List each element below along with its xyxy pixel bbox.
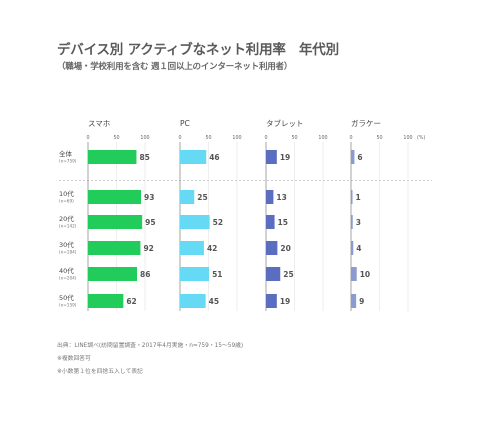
- data-label: 62: [126, 297, 136, 306]
- category-label: 40代: [59, 266, 74, 275]
- data-label: 46: [209, 153, 219, 162]
- data-label: 25: [283, 270, 293, 279]
- bar: [266, 150, 277, 164]
- category-label: 50代: [59, 293, 74, 302]
- source-note: 出典：LINE調べ(訪問留置調査・2017年4月実施・n=759・15〜59歳): [57, 343, 244, 349]
- tick-label: 50: [205, 135, 211, 141]
- bar: [180, 190, 195, 204]
- data-label: 19: [280, 153, 290, 162]
- tick-label: 0: [264, 135, 267, 141]
- data-label: 93: [144, 193, 154, 202]
- unit-label: (%): [417, 135, 425, 141]
- rounding-note: ※小数第１位を四捨五入して表記: [57, 369, 143, 375]
- chart-title: デバイス別 アクティブなネット利用率 年代別: [57, 42, 339, 58]
- data-label: 25: [197, 193, 207, 202]
- data-label: 9: [359, 297, 364, 306]
- data-label: 13: [276, 193, 286, 202]
- bar: [266, 241, 278, 255]
- tick-label: 0: [178, 135, 181, 141]
- category-n-label: (n=69): [59, 199, 74, 204]
- bar: [88, 294, 124, 308]
- bar: [180, 294, 206, 308]
- data-label: 6: [357, 153, 362, 162]
- tick-label: 100: [232, 135, 241, 141]
- series-label: スマホ: [88, 119, 110, 128]
- series-label: ガラケー: [351, 118, 381, 128]
- bar: [351, 267, 357, 281]
- bar: [88, 215, 143, 229]
- data-label: 19: [280, 297, 290, 306]
- series-label: PC: [180, 119, 190, 128]
- tick-label: 50: [376, 135, 382, 141]
- tick-label: 0: [86, 135, 89, 141]
- data-label: 51: [212, 270, 222, 279]
- data-label: 92: [143, 244, 153, 253]
- data-label: 85: [139, 153, 149, 162]
- bar: [266, 267, 281, 281]
- data-label: 4: [356, 244, 361, 253]
- category-label: 全体: [59, 149, 73, 158]
- tick-label: 100: [140, 135, 149, 141]
- bar: [266, 215, 275, 229]
- chart-subtitle: （職場・学校利用を含む 週１回以上のインターネット利用者）: [57, 62, 293, 72]
- tick-label: 50: [291, 135, 297, 141]
- bar: [266, 294, 277, 308]
- category-n-label: (n=184): [59, 250, 77, 255]
- category-label: 10代: [59, 189, 74, 198]
- data-label: 3: [356, 218, 361, 227]
- series-label: タブレット: [266, 118, 304, 128]
- bar: [180, 241, 204, 255]
- category-n-label: (n=142): [59, 224, 77, 229]
- category-label: 20代: [59, 214, 74, 223]
- data-label: 10: [360, 270, 370, 279]
- bar: [88, 150, 137, 164]
- bar: [351, 190, 353, 204]
- data-label: 95: [145, 218, 155, 227]
- tick-label: 100: [403, 135, 412, 141]
- bar: [351, 215, 353, 229]
- bar: [180, 267, 210, 281]
- category-n-label: (n=159): [59, 303, 77, 308]
- bar: [351, 241, 354, 255]
- bar: [180, 215, 210, 229]
- tick-label: 0: [349, 135, 352, 141]
- data-label: 1: [356, 193, 361, 202]
- category-n-label: (n=759): [59, 159, 77, 164]
- data-label: 86: [140, 270, 150, 279]
- category-label: 30代: [59, 240, 74, 249]
- bar: [88, 267, 138, 281]
- data-label: 20: [280, 244, 290, 253]
- data-label: 52: [213, 218, 223, 227]
- bar: [180, 150, 207, 164]
- tick-label: 50: [113, 135, 119, 141]
- bar: [88, 241, 141, 255]
- data-label: 15: [278, 218, 288, 227]
- bar: [266, 190, 274, 204]
- data-label: 42: [207, 244, 217, 253]
- bar: [351, 294, 357, 308]
- category-n-label: (n=204): [59, 276, 77, 281]
- data-label: 45: [209, 297, 219, 306]
- bar: [88, 190, 142, 204]
- bar: [351, 150, 355, 164]
- tick-label: 100: [318, 135, 327, 141]
- multiple-answer-note: ※複数回答可: [57, 356, 91, 362]
